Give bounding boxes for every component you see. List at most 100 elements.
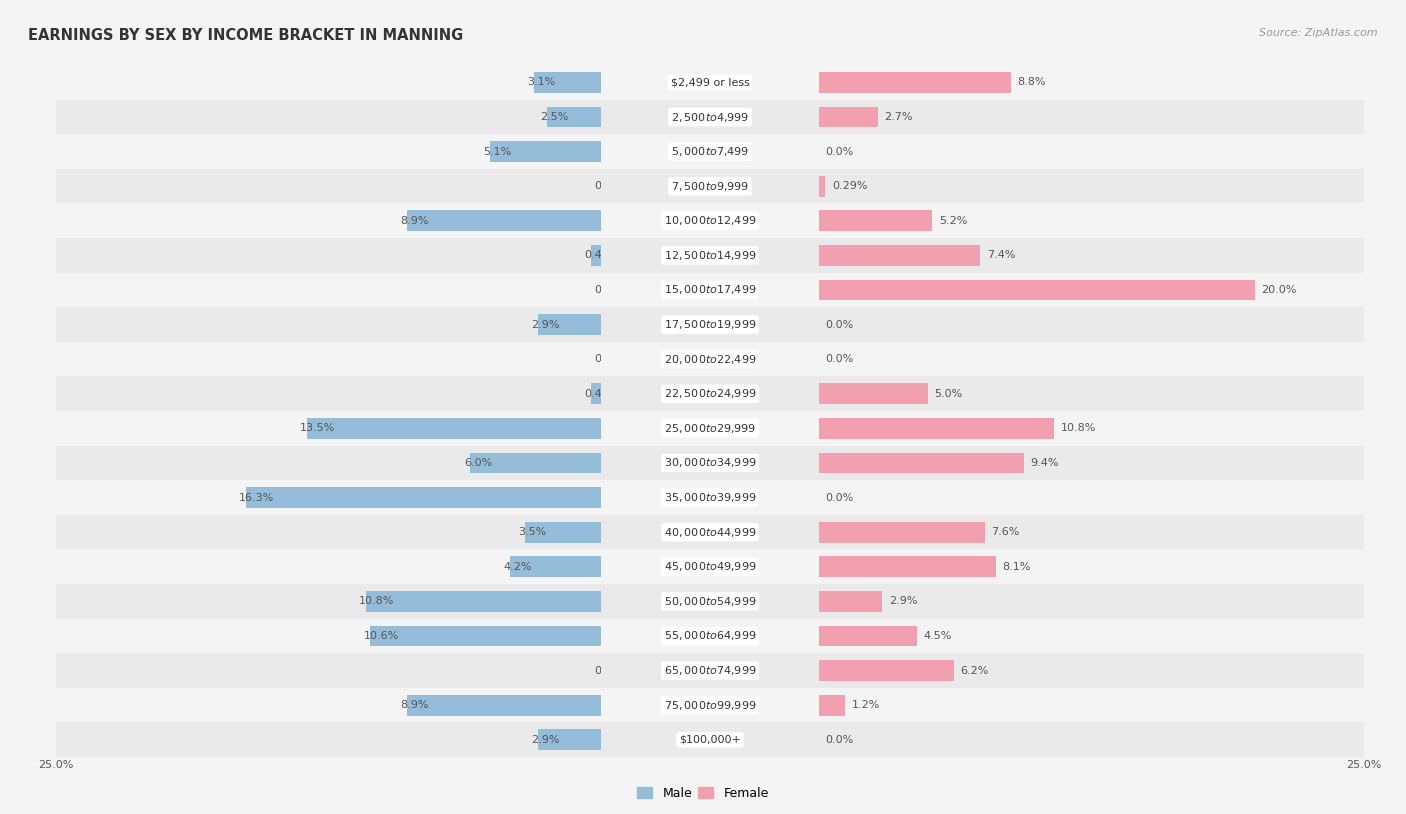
Text: 6.0%: 6.0%	[464, 458, 492, 468]
Bar	[818, 418, 1054, 439]
Text: 8.8%: 8.8%	[1018, 77, 1046, 87]
Text: $7,500 to $9,999: $7,500 to $9,999	[671, 180, 749, 193]
Text: 7.6%: 7.6%	[991, 527, 1019, 537]
Text: $2,500 to $4,999: $2,500 to $4,999	[671, 111, 749, 124]
Bar	[0, 204, 1406, 238]
Bar	[0, 688, 1406, 723]
Bar	[0, 238, 1406, 273]
Bar	[0, 619, 1406, 653]
Bar	[818, 245, 980, 265]
Bar	[818, 211, 932, 231]
Text: $45,000 to $49,999: $45,000 to $49,999	[664, 560, 756, 573]
Bar	[0, 584, 1406, 619]
Text: 4.5%: 4.5%	[924, 631, 952, 641]
Text: $15,000 to $17,499: $15,000 to $17,499	[664, 283, 756, 296]
Bar	[0, 273, 1406, 307]
Text: 2.9%: 2.9%	[889, 597, 917, 606]
Bar	[0, 134, 1406, 169]
Bar	[0, 376, 1406, 411]
Text: 0.29%: 0.29%	[832, 182, 868, 191]
Text: 16.3%: 16.3%	[239, 492, 274, 502]
Text: 1.2%: 1.2%	[852, 700, 880, 710]
Bar	[591, 245, 602, 265]
Bar	[0, 204, 1406, 238]
Text: $12,500 to $14,999: $12,500 to $14,999	[664, 249, 756, 262]
Text: $75,000 to $99,999: $75,000 to $99,999	[664, 698, 756, 711]
Bar	[489, 142, 602, 162]
Bar	[0, 549, 1406, 584]
Bar	[591, 383, 602, 405]
Text: $35,000 to $39,999: $35,000 to $39,999	[664, 491, 756, 504]
Bar	[0, 446, 1406, 480]
Bar	[307, 418, 602, 439]
Bar	[0, 99, 1406, 134]
Text: Source: ZipAtlas.com: Source: ZipAtlas.com	[1260, 28, 1378, 38]
Text: 8.9%: 8.9%	[401, 216, 429, 225]
Bar	[0, 273, 1406, 307]
Bar	[538, 314, 602, 335]
Text: 5.0%: 5.0%	[935, 389, 963, 399]
Text: 0.0%: 0.0%	[825, 320, 853, 330]
Bar	[0, 307, 1406, 342]
Bar	[0, 65, 1406, 99]
Bar	[0, 342, 1406, 376]
Bar	[0, 376, 1406, 411]
Text: 10.8%: 10.8%	[1062, 423, 1097, 433]
Text: 10.6%: 10.6%	[364, 631, 399, 641]
Text: 2.5%: 2.5%	[540, 112, 568, 122]
Bar	[533, 72, 602, 93]
Bar	[818, 383, 928, 405]
Text: $100,000+: $100,000+	[679, 735, 741, 745]
Text: $40,000 to $44,999: $40,000 to $44,999	[664, 526, 756, 539]
Text: 5.2%: 5.2%	[939, 216, 967, 225]
Bar	[509, 557, 602, 577]
Bar	[0, 342, 1406, 376]
Text: 0.0%: 0.0%	[825, 735, 853, 745]
Bar	[0, 169, 1406, 204]
Bar	[0, 65, 1406, 99]
Bar	[366, 591, 602, 612]
Text: EARNINGS BY SEX BY INCOME BRACKET IN MANNING: EARNINGS BY SEX BY INCOME BRACKET IN MAN…	[28, 28, 464, 43]
Bar	[818, 557, 995, 577]
Bar	[0, 65, 1406, 99]
Text: 0.0%: 0.0%	[595, 285, 623, 295]
Bar	[0, 342, 1406, 376]
Bar	[0, 411, 1406, 446]
Text: 7.4%: 7.4%	[987, 251, 1015, 260]
Bar	[0, 169, 1406, 204]
Text: 2.7%: 2.7%	[884, 112, 912, 122]
Bar	[0, 584, 1406, 619]
Text: 0.46%: 0.46%	[585, 389, 620, 399]
Bar	[0, 723, 1406, 757]
Bar	[0, 723, 1406, 757]
Text: 3.1%: 3.1%	[527, 77, 555, 87]
Text: $10,000 to $12,499: $10,000 to $12,499	[664, 214, 756, 227]
Bar	[818, 176, 825, 197]
Bar	[818, 280, 1256, 300]
Legend: Male, Female: Male, Female	[637, 786, 769, 799]
Bar	[0, 619, 1406, 653]
Bar	[818, 695, 845, 716]
Text: 4.2%: 4.2%	[503, 562, 531, 571]
Bar	[0, 480, 1406, 515]
Bar	[246, 487, 602, 508]
Bar	[0, 549, 1406, 584]
Bar	[538, 729, 602, 751]
Text: 0.46%: 0.46%	[585, 251, 620, 260]
Bar	[818, 522, 984, 543]
Bar	[0, 688, 1406, 723]
Bar	[0, 688, 1406, 723]
Bar	[0, 134, 1406, 169]
Bar	[0, 514, 1406, 549]
Bar	[0, 480, 1406, 515]
Bar	[0, 238, 1406, 273]
Text: $25,000 to $29,999: $25,000 to $29,999	[664, 422, 756, 435]
Bar	[0, 514, 1406, 549]
Text: 5.1%: 5.1%	[484, 147, 512, 156]
Bar	[524, 522, 602, 543]
Text: 8.9%: 8.9%	[401, 700, 429, 710]
Bar	[818, 72, 1011, 93]
Bar	[0, 446, 1406, 480]
Bar	[0, 411, 1406, 446]
Bar	[370, 626, 602, 646]
